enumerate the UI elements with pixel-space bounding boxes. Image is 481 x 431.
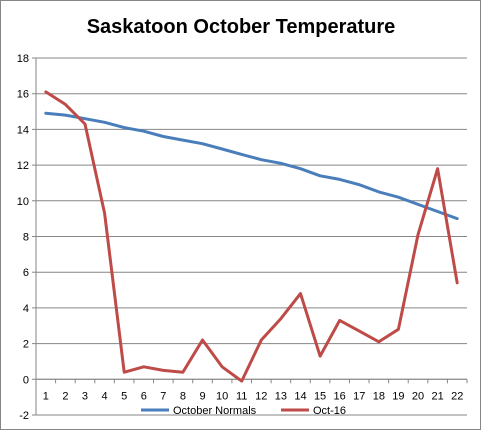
y-tick-label: 8 xyxy=(23,232,29,244)
series-lines xyxy=(44,90,459,383)
x-tick-label: 9 xyxy=(199,390,205,402)
x-tick-label: 8 xyxy=(180,390,186,402)
y-tick-label: 18 xyxy=(17,53,29,65)
x-tick-label: 19 xyxy=(392,390,404,402)
x-tick-label: 12 xyxy=(255,390,267,402)
x-tick-label: 5 xyxy=(121,390,127,402)
y-tick-label: 10 xyxy=(17,196,29,208)
x-tick-label: 2 xyxy=(62,390,68,402)
x-tick-label: 17 xyxy=(353,390,365,402)
legend-label: Oct-16 xyxy=(313,405,346,417)
x-tick-label: 18 xyxy=(373,390,385,402)
legend: October Normals Oct-16 xyxy=(141,405,346,417)
x-tick-label: 7 xyxy=(160,390,166,402)
y-tick-labels: -2 0 2 4 6 8 10 12 14 16 18 xyxy=(17,53,29,422)
legend-label: October Normals xyxy=(173,405,257,417)
chart-title: Saskatoon October Temperature xyxy=(87,16,396,38)
y-tick-label: -2 xyxy=(19,410,29,422)
y-tick-label: 4 xyxy=(23,303,29,315)
x-tick-label: 6 xyxy=(141,390,147,402)
series-line-october-normals xyxy=(44,111,459,221)
x-tick-label: 10 xyxy=(216,390,228,402)
x-tick-label: 14 xyxy=(294,390,306,402)
x-tick-label: 22 xyxy=(451,390,463,402)
y-tick-label: 16 xyxy=(17,89,29,101)
x-tick-labels: 1 2 3 4 5 6 7 8 9 10 11 12 13 14 15 16 17 18 19 20 21 22 xyxy=(43,390,464,402)
series-line-oct-16 xyxy=(44,90,459,383)
x-tick-label: 1 xyxy=(43,390,49,402)
x-tick-label: 16 xyxy=(334,390,346,402)
x-tick-label: 4 xyxy=(102,390,108,402)
y-tick-label: 12 xyxy=(17,160,29,172)
x-tick-label: 11 xyxy=(236,390,247,402)
x-tick-label: 21 xyxy=(431,390,443,402)
x-tick-label: 3 xyxy=(82,390,88,402)
x-tick-label: 20 xyxy=(412,390,424,402)
y-tick-label: 2 xyxy=(23,339,29,351)
x-tick-label: 15 xyxy=(314,390,326,402)
y-tick-label: 6 xyxy=(23,267,29,279)
x-tick-label: 13 xyxy=(275,390,287,402)
y-tick-label: 0 xyxy=(23,374,29,386)
y-tick-label: 14 xyxy=(17,124,29,136)
axes xyxy=(35,58,468,415)
